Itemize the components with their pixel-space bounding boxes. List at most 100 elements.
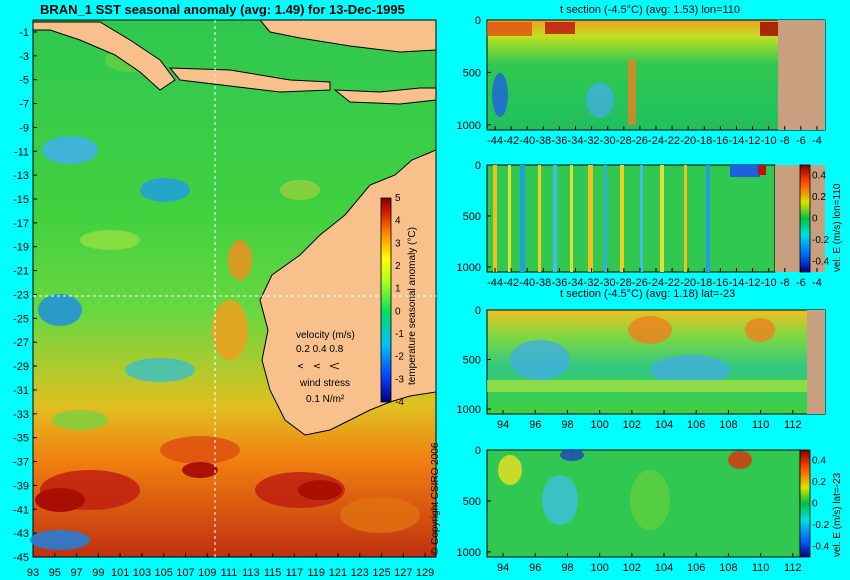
section-x-tick-label: -20 xyxy=(680,135,696,147)
map-lon-tick-label: 97 xyxy=(70,567,82,579)
section-x-tick-label: -14 xyxy=(729,135,745,147)
section-4-features xyxy=(498,449,752,530)
section-depth-tick-label: 0 xyxy=(475,15,481,27)
velocity-legend-arrows xyxy=(297,362,340,370)
section-x-tick-label: -26 xyxy=(632,277,648,289)
map-lon-tick-label: 113 xyxy=(242,567,260,579)
section-x-tick-label: -22 xyxy=(664,277,680,289)
section-x-tick-label: 108 xyxy=(719,562,737,574)
section-depth-tick-label: 1000 xyxy=(457,120,481,132)
section-x-tick-label: -16 xyxy=(712,135,728,147)
section-x-tick-label: -30 xyxy=(600,277,616,289)
section-x-tick-label: -36 xyxy=(551,277,567,289)
section-x-tick-label: 100 xyxy=(590,562,608,574)
section-x-tick-label: -40 xyxy=(519,135,535,147)
section-x-tick-label: 112 xyxy=(784,562,802,574)
section-depth-tick-label: 0 xyxy=(475,445,481,457)
section-x-tick-label: 102 xyxy=(623,562,641,574)
section-x-tick-label: -32 xyxy=(584,277,600,289)
section-colorbar-tick-label: -0.4 xyxy=(812,256,830,267)
section-x-tick-label: 100 xyxy=(590,419,608,431)
sst-colorbar-tick-label: 2 xyxy=(395,261,401,272)
map-lon-tick-label: 107 xyxy=(176,567,194,579)
map-lat-tick-label: -7 xyxy=(19,99,29,111)
map-lat-tick-label: -29 xyxy=(13,361,29,373)
map-lat-tick-label: -39 xyxy=(13,480,29,492)
section-colorbar-tick-label: 0.4 xyxy=(812,171,826,182)
map-lon-tick-label: 99 xyxy=(92,567,104,579)
section-x-tick-label: -24 xyxy=(648,277,664,289)
section-depth-tick-label: 500 xyxy=(463,496,481,508)
map-lat-tick-label: -35 xyxy=(13,433,29,445)
section-depth-tick-label: 1000 xyxy=(457,262,481,274)
map-lat-ticks: -1 -3 -5 -7 -9 -11 -13 -15 -17 -19 -21 -23 -25 -27 -29… xyxy=(13,27,37,564)
map-lon-tick-label: 127 xyxy=(394,567,412,579)
wind-legend-label: wind stress xyxy=(299,378,350,389)
sst-colorbar-tick-label: -2 xyxy=(395,352,404,363)
section-colorbar-tick-label: -0.2 xyxy=(812,520,830,531)
map-lat-tick-label: -1 xyxy=(19,27,29,39)
map-lon-tick-label: 109 xyxy=(198,567,216,579)
map-lat-tick-label: -11 xyxy=(14,146,29,158)
section-depth-tick-label: 500 xyxy=(463,211,481,223)
section-x-tick-label: -34 xyxy=(568,135,584,147)
map-panel: 5 4 3 2 1 0 -1 -2 -3 -4 temperature seasonal anom… xyxy=(13,19,437,579)
sst-colorbar-tick-label: -3 xyxy=(395,374,404,385)
sst-colorbar-ticks: 5 4 3 2 1 0 -1 -2 -3 -4 xyxy=(395,193,404,408)
section-x-tick-label: -40 xyxy=(519,277,535,289)
section-panel-3: 0 500 1000 94 96 98 100 102 104 106 108 110 112 xyxy=(457,305,826,431)
section-x-tick-label: 96 xyxy=(529,562,541,574)
section-x-tick-label: -6 xyxy=(796,135,806,147)
land-borneo xyxy=(258,19,437,53)
sst-colorbar-tick-label: 4 xyxy=(395,216,401,227)
section-colorbar-tick-label: 0 xyxy=(812,499,818,510)
map-lon-tick-label: 119 xyxy=(307,567,325,579)
section-x-tick-label: -18 xyxy=(696,135,712,147)
section-colorbar-tick-label: 0 xyxy=(812,214,818,225)
section-x-tick-label: 94 xyxy=(497,562,509,574)
map-lon-tick-label: 105 xyxy=(155,567,173,579)
velocity-legend-scale: 0.2 0.4 0.8 xyxy=(296,344,344,355)
section-x-tick-label: 106 xyxy=(687,562,705,574)
section-x-tick-label: 110 xyxy=(752,562,770,574)
map-lon-tick-label: 93 xyxy=(27,567,39,579)
map-lat-tick-label: -9 xyxy=(19,122,29,134)
section-x-tick-label: 98 xyxy=(561,562,573,574)
section-x-tick-label: -6 xyxy=(796,277,806,289)
section-x-tick-label: 96 xyxy=(529,419,541,431)
section-colorbar-tick-label: -0.4 xyxy=(812,541,830,552)
velocity-legend-label: velocity (m/s) xyxy=(296,330,355,341)
section-x-tick-label: -42 xyxy=(503,135,519,147)
section-x-tick-label: -24 xyxy=(648,135,664,147)
section-3-title: t section (-4.5°C) (avg: 1.18) lat=-23 xyxy=(560,288,736,300)
map-lat-tick-label: -27 xyxy=(13,337,29,349)
section-3-features xyxy=(487,316,807,392)
map-anomaly-patches xyxy=(30,48,420,550)
section-x-tick-label: 104 xyxy=(655,562,673,574)
section-x-tick-label: -38 xyxy=(535,135,551,147)
map-lon-tick-label: 117 xyxy=(286,567,304,579)
section-x-tick-label: 94 xyxy=(497,419,509,431)
map-lon-tick-label: 101 xyxy=(111,567,129,579)
land-java xyxy=(168,67,331,93)
section-depth-tick-label: 1000 xyxy=(457,404,481,416)
wind-legend-scale: 0.1 N/m² xyxy=(306,394,345,405)
land-lesser-sunda xyxy=(333,87,437,105)
section-x-tick-label: -14 xyxy=(729,277,745,289)
land-australia xyxy=(259,149,437,436)
section-x-tick-label: -38 xyxy=(535,277,551,289)
section-x-tick-label: -36 xyxy=(551,135,567,147)
map-lat-tick-label: -17 xyxy=(13,218,29,230)
sst-colorbar xyxy=(380,197,392,403)
section-x-tick-label: -12 xyxy=(745,135,761,147)
section-x-tick-label: -28 xyxy=(616,135,632,147)
map-lon-tick-label: 95 xyxy=(49,567,61,579)
section-1-title: t section (-4.5°C) (avg: 1.53) lon=110 xyxy=(560,4,740,16)
section-x-tick-label: -44 xyxy=(487,135,503,147)
section-x-tick-label: -32 xyxy=(584,135,600,147)
section-4-colorbar-label: vel. E (m/s) lat=-23 xyxy=(832,472,843,557)
section-x-tick-label: -12 xyxy=(745,277,761,289)
sst-colorbar-tick-label: 5 xyxy=(395,193,401,204)
sst-colorbar-tick-label: -4 xyxy=(395,397,404,408)
